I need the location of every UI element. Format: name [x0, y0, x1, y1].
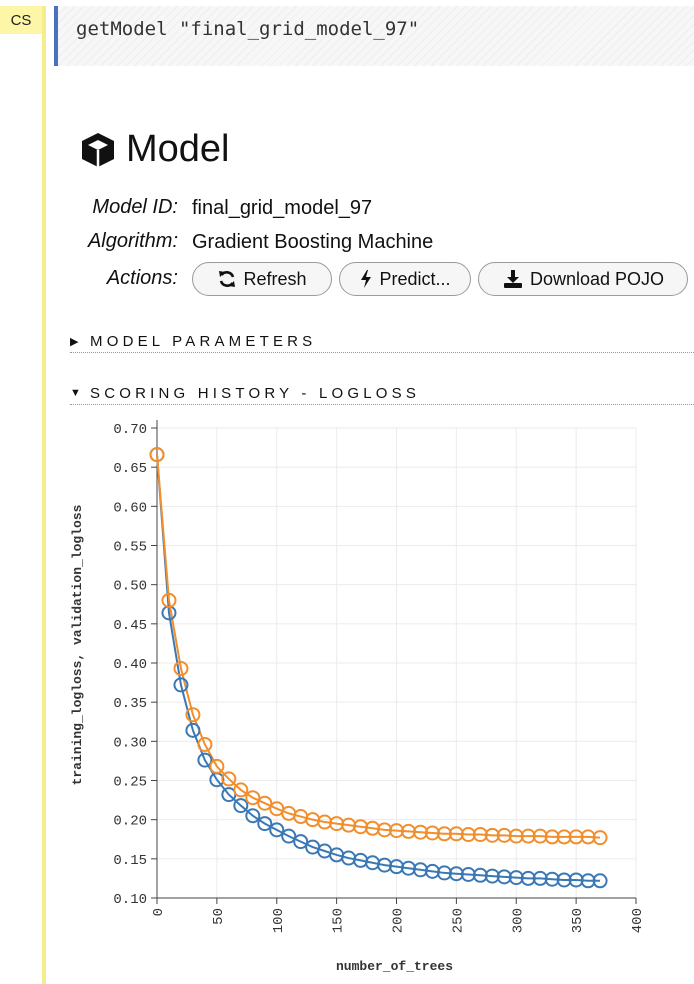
caret-right-icon: ▶: [70, 335, 79, 348]
refresh-icon: [219, 271, 236, 287]
cell-code-text[interactable]: getModel "final_grid_model_97": [76, 18, 420, 40]
y-axis-title: training_logloss, validation_logloss: [70, 504, 85, 785]
series-1-point: [233, 782, 249, 798]
x-tick-label: 150: [331, 908, 347, 933]
model-parameters-section-toggle[interactable]: ▶ MODEL PARAMETERS: [70, 330, 694, 353]
algorithm-value: Gradient Boosting Machine: [192, 230, 434, 253]
y-tick-label: 0.55: [113, 540, 147, 556]
y-tick-label: 0.10: [113, 892, 147, 908]
y-tick-label: 0.65: [113, 461, 147, 477]
series-0-point: [269, 822, 285, 838]
series-0-point: [245, 808, 261, 824]
series-1-point: [436, 826, 452, 842]
y-tick-label: 0.35: [113, 696, 147, 712]
x-tick-label: 300: [510, 908, 526, 933]
series-1-point: [556, 829, 572, 845]
cell-type-tag[interactable]: CS: [0, 6, 42, 34]
y-tick-label: 0.40: [113, 657, 147, 673]
x-tick-label: 350: [570, 908, 586, 933]
series-1-point: [520, 828, 536, 844]
series-0-point: [556, 872, 572, 888]
download-pojo-button[interactable]: Download POJO: [478, 262, 688, 296]
y-tick-label: 0.60: [113, 500, 147, 516]
y-tick-label: 0.15: [113, 853, 147, 869]
x-tick-label: 250: [450, 908, 466, 933]
algorithm-label: Algorithm:: [87, 230, 178, 252]
series-1-point: [508, 828, 524, 844]
series-1-point: [484, 827, 500, 843]
series-1-point: [245, 790, 261, 806]
model-heading: Model: [78, 128, 230, 171]
scoring-history-label: SCORING HISTORY - LOGLOSS: [90, 384, 421, 402]
page-title: Model: [126, 128, 230, 170]
algorithm-row: Algorithm: Gradient Boosting Machine: [0, 230, 433, 254]
model-id-label: Model ID:: [92, 196, 178, 218]
x-tick-label: 50: [211, 908, 227, 925]
series-1-point: [544, 829, 560, 845]
x-tick-label: 100: [271, 908, 287, 933]
series-1-point: [173, 660, 189, 676]
series-0-point: [580, 873, 596, 889]
y-tick-label: 0.50: [113, 579, 147, 595]
series-1-point: [257, 795, 273, 811]
series-1-point: [161, 592, 177, 608]
series-1-point: [460, 827, 476, 843]
series-0-point: [520, 870, 536, 886]
series-0-point: [197, 752, 213, 768]
cube-icon: [82, 132, 114, 167]
download-pojo-button-label: Download POJO: [529, 268, 665, 289]
series-0-point: [233, 798, 249, 814]
series-1-point: [185, 707, 201, 723]
caret-down-icon: ▼: [70, 387, 81, 399]
y-tick-label: 0.70: [113, 422, 147, 438]
series-1-point: [209, 758, 225, 774]
series-0-point: [592, 873, 608, 889]
bolt-icon: [361, 270, 372, 288]
y-tick-label: 0.20: [113, 814, 147, 830]
scoring-history-chart: 0.10 0.15 0.20 0.25 0.30 0.35 0.40 0.45 0.50 0.55…: [70, 420, 646, 974]
x-tick-label: 400: [630, 908, 646, 933]
x-tick-label: 200: [391, 908, 407, 933]
y-tick-label: 0.45: [113, 618, 147, 634]
predict-button[interactable]: Predict...: [339, 262, 471, 296]
refresh-button-label: Refresh: [243, 268, 307, 289]
series-0-line: [156, 454, 601, 882]
model-id-row: Model ID: final_grid_model_97: [0, 196, 372, 220]
series-0-point: [173, 677, 189, 693]
scoring-history-section-toggle[interactable]: ▼ SCORING HISTORY - LOGLOSS: [70, 382, 694, 405]
model-id-value: final_grid_model_97: [192, 196, 373, 219]
y-tick-label: 0.30: [113, 735, 147, 751]
series-1-point: [221, 771, 237, 787]
cell-selection-rail: [42, 6, 46, 984]
x-axis-title: number_of_trees: [336, 959, 453, 974]
actions-row: Actions:: [0, 267, 178, 291]
series-1-point: [149, 447, 165, 463]
series-1-point: [568, 829, 584, 845]
y-tick-label: 0.25: [113, 775, 147, 791]
cell-code-editor[interactable]: getModel "final_grid_model_97": [54, 6, 694, 66]
x-tick-label: 0: [151, 908, 167, 916]
series-0-point: [185, 722, 201, 738]
series-0-point: [293, 834, 309, 850]
series-1-point: [592, 830, 608, 846]
model-parameters-label: MODEL PARAMETERS: [90, 332, 317, 350]
series-0-point: [281, 828, 297, 844]
series-0-point: [257, 816, 273, 832]
download-icon: [503, 270, 522, 288]
refresh-button[interactable]: Refresh: [192, 262, 332, 296]
actions-label: Actions:: [106, 267, 178, 289]
predict-button-label: Predict...: [379, 268, 451, 289]
series-1-point: [197, 736, 213, 752]
